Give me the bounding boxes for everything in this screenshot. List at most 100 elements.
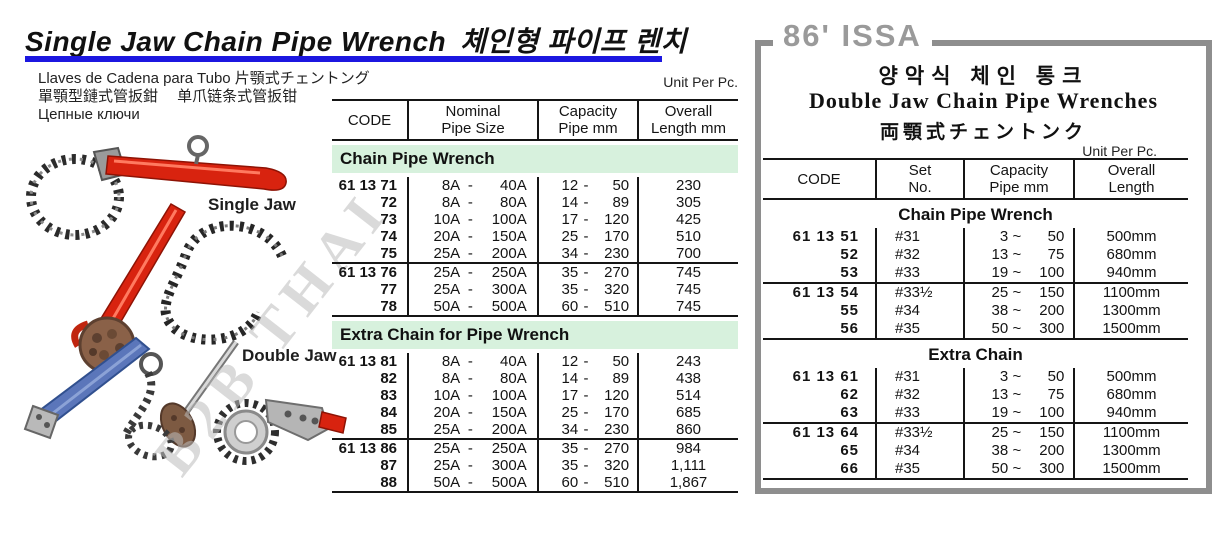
cell-capacity: 19 ~100 <box>963 404 1073 422</box>
row-group: 61 13 81 8A -40A 12-50 243 82 8A -80A 14-89 438 83… <box>332 353 738 438</box>
cell-code: 63 <box>840 404 859 421</box>
cell-nominal: 50A - 500A <box>407 474 537 491</box>
subtitle-russian: Цепные ключи <box>38 106 140 123</box>
row-group: 61 13 51 #31 3 ~50 500mm 52 #32 13 ~75 680mm 53 #33… <box>763 228 1188 282</box>
cell-capacity: 34-230 <box>537 421 637 438</box>
cell-length: 1500mm <box>1073 460 1188 478</box>
cell-nominal: 25A - 250A <box>407 264 537 281</box>
cell-code: 61 13 71 <box>338 177 397 194</box>
column-header: Capacity Pipe mm <box>963 160 1073 198</box>
range-max: 230 <box>604 245 630 262</box>
range-min: 12 <box>561 177 579 194</box>
range-max: 200 <box>1039 302 1065 319</box>
range-separator: ~ <box>1012 246 1022 263</box>
cell-code: 73 <box>380 211 397 228</box>
cell-length: 1300mm <box>1073 302 1188 320</box>
cell-capacity: 25 ~150 <box>963 424 1073 442</box>
table-row: 61 13 76 25A -250A 35-270 745 <box>332 264 738 281</box>
cell-code: 52 <box>840 246 859 263</box>
table-row: 61 13 51 #31 3 ~50 500mm <box>763 228 1188 246</box>
cell-length: 500mm <box>1073 228 1188 246</box>
range-separator: - <box>467 387 473 404</box>
loose-chain-image <box>160 220 287 345</box>
cell-capacity: 60-510 <box>537 474 637 491</box>
range-min: 17 <box>561 387 579 404</box>
range-min: 60 <box>561 298 579 315</box>
issa-panel-frame <box>755 40 1212 494</box>
cell-length: 230 <box>637 177 738 194</box>
range-separator: - <box>467 440 473 457</box>
cell-code: 55 <box>840 302 859 319</box>
cell-length: 1100mm <box>1073 284 1188 302</box>
cell-code: 87 <box>380 457 397 474</box>
range-max: 100 <box>1039 264 1065 281</box>
range-separator: ~ <box>1012 404 1022 421</box>
cell-code: 53 <box>840 264 859 281</box>
table-row: 61 13 81 8A -40A 12-50 243 <box>332 353 738 370</box>
header-line: Overall <box>664 103 713 120</box>
cell-nominal: 20A - 150A <box>407 228 537 245</box>
section-title: Extra Chain <box>928 345 1023 364</box>
cell-set: #34 <box>875 442 963 460</box>
double-jaw-label: Double Jaw <box>242 346 337 365</box>
range-max: 500A <box>491 298 527 315</box>
cell-capacity: 13 ~75 <box>963 386 1073 404</box>
cell-code: 61 13 81 <box>338 353 397 370</box>
cell-length: 685 <box>637 404 738 421</box>
row-group: 61 13 61 #31 3 ~50 500mm 62 #32 13 ~75 680mm 63 #33… <box>763 368 1188 422</box>
cell-capacity: 14- 89 <box>537 370 637 387</box>
unit-per-pc-label-right: Unit Per Pc. <box>1082 143 1157 159</box>
cell-nominal: 8A - 80A <box>407 370 537 387</box>
table-row: 56 #35 50 ~300 1500mm <box>763 320 1188 338</box>
range-min: 25A <box>433 281 461 298</box>
cell-capacity: 34-230 <box>537 245 637 262</box>
cell-code: 85 <box>380 421 397 438</box>
cell-nominal: 25A - 300A <box>407 457 537 474</box>
range-max: 170 <box>604 228 630 245</box>
range-min: 8A <box>441 177 461 194</box>
cell-code: 75 <box>380 245 397 262</box>
column-header: Nominal Pipe Size <box>407 101 537 139</box>
range-max: 120 <box>604 387 630 404</box>
table-row: 61 13 64 #33½ 25 ~150 1100mm <box>763 424 1188 442</box>
range-max: 200A <box>491 245 527 262</box>
range-min: 25 <box>561 404 579 421</box>
cell-length: 680mm <box>1073 246 1188 264</box>
range-min: 8A <box>441 370 461 387</box>
range-min: 34 <box>561 245 579 262</box>
table-row: 66 #35 50 ~300 1500mm <box>763 460 1188 478</box>
range-separator: - <box>583 440 589 457</box>
subtitle-block: Llaves de Cadena para Tubo 片顎式チェントング 單顎型… <box>38 70 370 124</box>
header-line: CODE <box>797 170 841 188</box>
cell-capacity: 35-270 <box>537 264 637 281</box>
cell-length: 1300mm <box>1073 442 1188 460</box>
catalog-page: { "left": { "title_en": "Single Jaw Chai… <box>23 18 1212 494</box>
header-line: Capacity <box>989 162 1049 179</box>
cell-code: 61 13 64 <box>792 424 859 441</box>
header-line: Pipe mm <box>558 120 618 137</box>
cell-nominal: 10A - 100A <box>407 387 537 404</box>
row-group: 61 13 76 25A -250A 35-270 745 77 25A -300A 35-32… <box>332 262 738 315</box>
cell-nominal: 8A - 40A <box>407 353 537 370</box>
range-min: 8A <box>441 194 461 211</box>
range-max: 270 <box>604 264 630 281</box>
range-separator: - <box>467 211 473 228</box>
cell-nominal: 50A - 500A <box>407 298 537 315</box>
cell-nominal: 25A - 250A <box>407 440 537 457</box>
cell-capacity: 13 ~75 <box>963 246 1073 264</box>
cell-code: 62 <box>840 386 859 403</box>
cell-length: 514 <box>637 387 738 404</box>
cell-capacity: 17-120 <box>537 211 637 228</box>
cell-code: 61 13 61 <box>792 368 859 385</box>
cell-capacity: 38 ~200 <box>963 442 1073 460</box>
double-jaw-spec-table: CODE Set No. Capacity Pipe mm Overall Length Ch… <box>763 158 1188 480</box>
range-separator: - <box>467 353 473 370</box>
cell-code: 72 <box>380 194 397 211</box>
single-jaw-wrench-image <box>26 135 287 240</box>
table-row: 65 #34 38 ~200 1300mm <box>763 442 1188 460</box>
table-row: 74 20A -150A 25-170 510 <box>332 228 738 245</box>
cell-set: #35 <box>875 320 963 338</box>
cell-code: 66 <box>840 460 859 477</box>
table-row: 87 25A -300A 35-320 1,111 <box>332 457 738 474</box>
table-row: 55 #34 38 ~200 1300mm <box>763 302 1188 320</box>
